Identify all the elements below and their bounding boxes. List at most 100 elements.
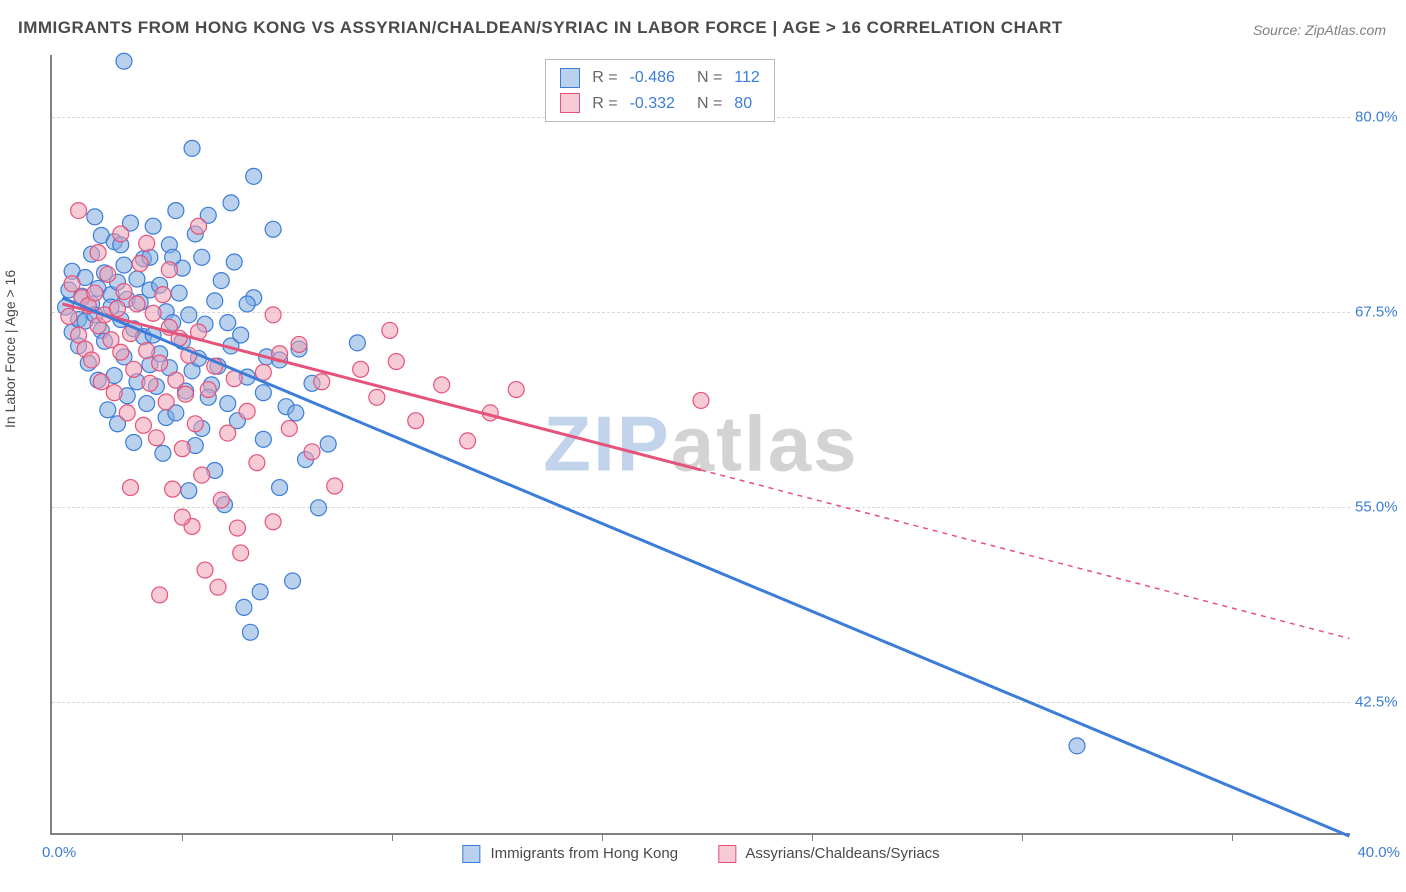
series2-point	[200, 382, 216, 398]
series2-point	[460, 433, 476, 449]
series2-point	[434, 377, 450, 393]
series1-point	[100, 402, 116, 418]
y-axis-label: In Labor Force | Age > 16	[2, 270, 18, 428]
series2-point	[239, 403, 255, 419]
series2-point	[139, 235, 155, 251]
series2-point	[129, 296, 145, 312]
series2-point	[152, 587, 168, 603]
series1-point	[220, 396, 236, 412]
legend-swatch-1	[462, 845, 480, 863]
trend-line-2-dashed	[701, 470, 1349, 639]
series1-point	[181, 307, 197, 323]
y-tick-label: 67.5%	[1355, 304, 1406, 321]
series2-point	[93, 374, 109, 390]
x-tick	[812, 833, 813, 841]
x-tick	[602, 833, 603, 841]
y-tick-label: 80.0%	[1355, 109, 1406, 126]
series2-point	[229, 520, 245, 536]
series1-point	[311, 500, 327, 516]
series2-point	[135, 417, 151, 433]
series2-point	[61, 308, 77, 324]
series2-point	[191, 218, 207, 234]
series2-point	[281, 420, 297, 436]
series2-point	[100, 266, 116, 282]
series1-point	[255, 431, 271, 447]
series2-point	[178, 386, 194, 402]
series2-point	[174, 509, 190, 525]
series2-point	[71, 203, 87, 219]
y-tick-label: 42.5%	[1355, 694, 1406, 711]
series2-point	[265, 514, 281, 530]
series1-point	[213, 273, 229, 289]
legend-swatch-2	[718, 845, 736, 863]
series2-point	[304, 444, 320, 460]
series2-point	[194, 467, 210, 483]
series2-point	[106, 385, 122, 401]
series2-point	[113, 344, 129, 360]
series2-point	[233, 545, 249, 561]
series1-point	[246, 168, 262, 184]
x-tick	[182, 833, 183, 841]
series1-point	[223, 195, 239, 211]
series2-point	[90, 245, 106, 261]
series2-point	[508, 382, 524, 398]
series2-point	[353, 361, 369, 377]
series1-point	[181, 483, 197, 499]
series1-point	[349, 335, 365, 351]
chart-title: IMMIGRANTS FROM HONG KONG VS ASSYRIAN/CH…	[18, 18, 1063, 38]
series1-point	[265, 221, 281, 237]
series1-point	[272, 480, 288, 496]
series1-point	[226, 254, 242, 270]
series2-point	[249, 455, 265, 471]
series1-point	[171, 285, 187, 301]
series2-point	[174, 441, 190, 457]
series2-point	[116, 284, 132, 300]
series2-point	[265, 307, 281, 323]
x-right-label: 40.0%	[1357, 844, 1400, 861]
series1-point	[145, 218, 161, 234]
series1-point	[207, 293, 223, 309]
series1-point	[285, 573, 301, 589]
source-label: Source: ZipAtlas.com	[1253, 22, 1386, 38]
series2-point	[64, 276, 80, 292]
series2-point	[142, 375, 158, 391]
series1-point	[1069, 738, 1085, 754]
series2-point	[110, 301, 126, 317]
series2-point	[327, 478, 343, 494]
series1-point	[194, 249, 210, 265]
x-axis-legend: Immigrants from Hong Kong Assyrians/Chal…	[462, 845, 939, 863]
series2-point	[87, 285, 103, 301]
series2-point	[408, 413, 424, 429]
trend-line-1-solid	[62, 298, 1349, 836]
series2-point	[145, 305, 161, 321]
series1-point	[116, 257, 132, 273]
series2-point	[155, 287, 171, 303]
series2-point	[126, 361, 142, 377]
series2-point	[693, 392, 709, 408]
chart-area: ZIPatlas 80.0%67.5%55.0%42.5% 0.0% 40.0%…	[50, 55, 1350, 835]
series2-point	[314, 374, 330, 390]
series2-point	[119, 405, 135, 421]
series2-point	[210, 579, 226, 595]
series2-point	[220, 425, 236, 441]
series2-point	[132, 256, 148, 272]
legend-label-1: Immigrants from Hong Kong	[491, 845, 679, 862]
series2-point	[113, 226, 129, 242]
series2-point	[165, 481, 181, 497]
legend-item-2: Assyrians/Chaldeans/Syriacs	[718, 845, 940, 863]
series1-point	[87, 209, 103, 225]
series1-point	[126, 434, 142, 450]
y-tick-label: 55.0%	[1355, 499, 1406, 516]
series2-point	[161, 262, 177, 278]
series1-point	[233, 327, 249, 343]
series2-point	[122, 480, 138, 496]
legend-label-2: Assyrians/Chaldeans/Syriacs	[745, 845, 939, 862]
series1-point	[239, 296, 255, 312]
series1-point	[236, 599, 252, 615]
x-tick	[392, 833, 393, 841]
series1-point	[129, 271, 145, 287]
series2-point	[168, 372, 184, 388]
series1-point	[220, 315, 236, 331]
series1-point	[255, 385, 271, 401]
series2-point	[148, 430, 164, 446]
